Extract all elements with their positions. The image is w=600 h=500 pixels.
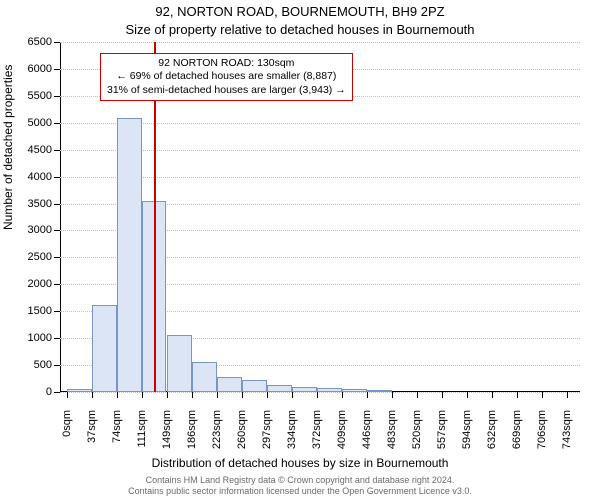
x-tick-label: 446sqm (361, 402, 373, 449)
title-subtitle: Size of property relative to detached ho… (0, 22, 600, 37)
x-tick-label: 0sqm (61, 402, 73, 437)
x-tick (392, 392, 393, 398)
x-tick-label: 483sqm (386, 402, 398, 449)
x-tick-label: 743sqm (561, 402, 573, 449)
histogram-bar (367, 390, 392, 392)
x-tick-label: 409sqm (336, 402, 348, 449)
histogram-bar (67, 389, 92, 392)
x-tick (292, 392, 293, 398)
footer-line1: Contains HM Land Registry data © Crown c… (146, 475, 455, 485)
x-tick-label: 706sqm (536, 402, 548, 449)
annotation-line: ← 69% of detached houses are smaller (8,… (107, 70, 346, 84)
x-axis-label: Distribution of detached houses by size … (0, 456, 600, 470)
x-tick (492, 392, 493, 398)
x-tick-label: 297sqm (261, 402, 273, 449)
y-tick-label: 3500 (28, 198, 60, 210)
x-tick-label: 669sqm (511, 402, 523, 449)
x-tick (217, 392, 218, 398)
x-tick-label: 557sqm (436, 402, 448, 449)
y-tick-label: 6000 (28, 63, 60, 75)
x-tick (117, 392, 118, 398)
x-tick (367, 392, 368, 398)
x-tick-label: 149sqm (161, 402, 173, 449)
footer-attribution: Contains HM Land Registry data © Crown c… (8, 475, 592, 498)
y-tick-label: 5500 (28, 90, 60, 102)
x-tick (342, 392, 343, 398)
y-axis-label: Number of detached properties (1, 65, 15, 230)
y-tick-label: 3000 (28, 224, 60, 236)
y-tick-label: 1000 (28, 332, 60, 344)
x-tick-label: 223sqm (211, 402, 223, 449)
annotation-line: 92 NORTON ROAD: 130sqm (107, 57, 346, 71)
x-tick-label: 334sqm (286, 402, 298, 449)
histogram-bar (192, 362, 217, 392)
histogram-bar (242, 380, 267, 392)
x-tick-label: 74sqm (111, 402, 123, 443)
histogram-bar (167, 335, 192, 392)
y-axis-line (60, 42, 61, 392)
y-tick-label: 500 (34, 359, 60, 371)
histogram-bar (292, 387, 317, 392)
x-tick-label: 372sqm (311, 402, 323, 449)
x-tick (442, 392, 443, 398)
x-tick (142, 392, 143, 398)
chart-container: 92, NORTON ROAD, BOURNEMOUTH, BH9 2PZ Si… (0, 0, 600, 500)
y-tick-label: 6500 (28, 36, 60, 48)
x-tick (92, 392, 93, 398)
y-tick-label: 0 (46, 386, 60, 398)
footer-line2: Contains public sector information licen… (128, 486, 472, 496)
annotation-box: 92 NORTON ROAD: 130sqm← 69% of detached … (100, 53, 353, 102)
x-tick (67, 392, 68, 398)
title-address: 92, NORTON ROAD, BOURNEMOUTH, BH9 2PZ (0, 4, 600, 19)
histogram-bar (117, 118, 142, 392)
x-tick (467, 392, 468, 398)
annotation-line: 31% of semi-detached houses are larger (… (107, 84, 346, 98)
x-tick-label: 37sqm (86, 402, 98, 443)
x-tick (517, 392, 518, 398)
x-tick-label: 186sqm (186, 402, 198, 449)
x-tick (317, 392, 318, 398)
x-tick-label: 632sqm (486, 402, 498, 449)
histogram-bar (342, 389, 367, 392)
y-tick-label: 1500 (28, 305, 60, 317)
x-tick-label: 260sqm (236, 402, 248, 449)
x-tick-label: 594sqm (461, 402, 473, 449)
plot-area: 0500100015002000250030003500400045005000… (60, 42, 580, 392)
gridline (60, 392, 580, 393)
y-tick-label: 5000 (28, 117, 60, 129)
x-tick (567, 392, 568, 398)
x-tick (242, 392, 243, 398)
histogram-bar (92, 305, 117, 392)
x-tick (167, 392, 168, 398)
x-tick (542, 392, 543, 398)
y-tick-label: 4500 (28, 144, 60, 156)
y-tick-label: 2500 (28, 251, 60, 263)
x-tick (267, 392, 268, 398)
histogram-bar (317, 388, 342, 392)
gridline (60, 42, 580, 43)
x-tick (192, 392, 193, 398)
x-tick (417, 392, 418, 398)
x-tick-label: 520sqm (411, 402, 423, 449)
histogram-bar (267, 385, 292, 392)
histogram-bar (217, 377, 242, 392)
x-tick-label: 111sqm (136, 402, 148, 448)
y-tick-label: 2000 (28, 278, 60, 290)
y-tick-label: 4000 (28, 171, 60, 183)
